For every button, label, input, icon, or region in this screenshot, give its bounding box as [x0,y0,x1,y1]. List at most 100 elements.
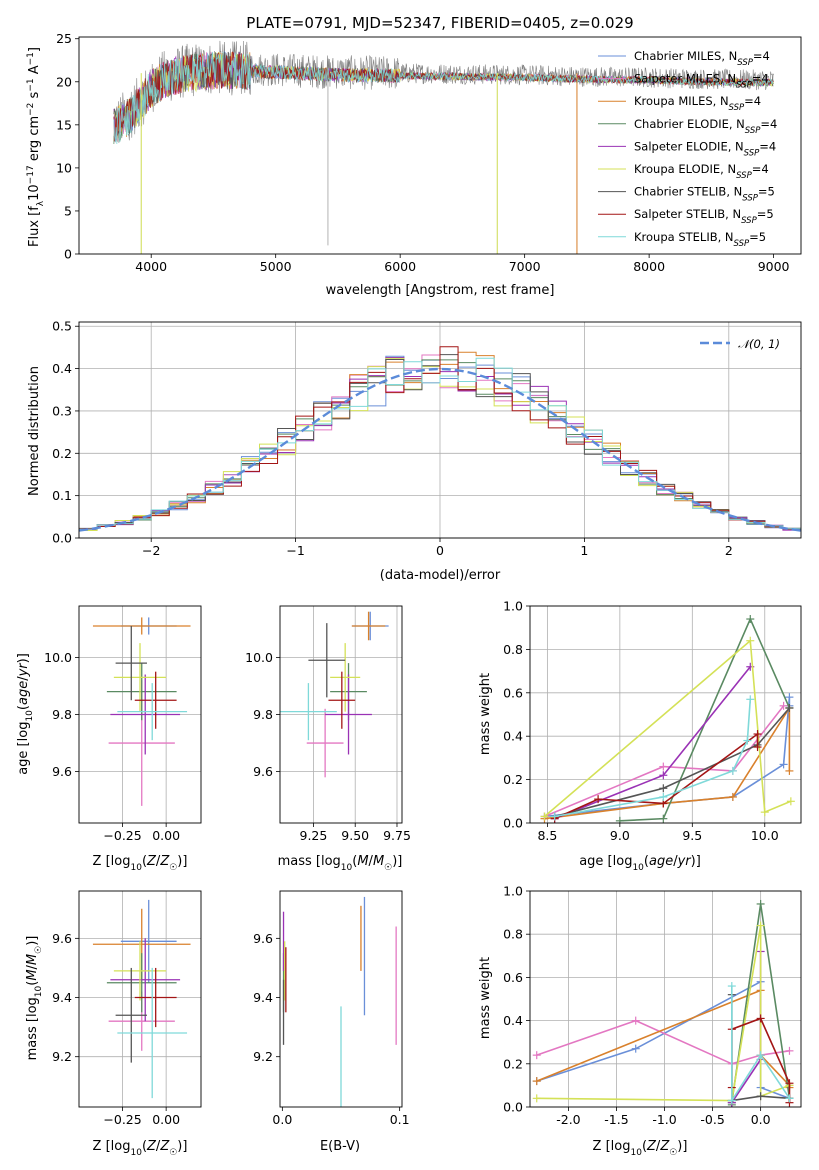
errorbar-point [113,643,167,712]
plot-content [282,896,397,1107]
errorbar-point [134,671,177,729]
x-tick-label: −1 [286,543,304,558]
x-tick-label: 8000 [633,259,665,274]
errorbar-point [308,623,346,698]
x-tick-label: -0.5 [700,1112,724,1127]
y-tick-label: 0 [64,247,72,262]
errorbar-point [328,671,356,729]
mass-weight-series [532,986,794,1092]
mwage-ylabel: mass weight [478,673,493,755]
x-tick-label: −0.25 [103,828,141,843]
y-tick-label: 0.2 [503,1056,523,1071]
age-vs-metallicity-panel: −0.25 0.00 9.6 9.8 10.0 [44,605,202,843]
legend-label: Chabrier ELODIE, NSSP=4 [634,117,777,136]
axis-ticks: −2 −1 0 1 2 0.0 0.1 0.2 0.3 0.4 0.5 [52,319,733,558]
y-tick-label: 20 [56,74,72,89]
agez-ylabel: age [log10(age/yr)] [16,653,35,775]
mass-weight-series [540,703,794,823]
mass-weight-series [727,982,794,1105]
mass-weight-series [540,636,795,821]
mass-weight-line [619,617,791,822]
mass-weight-series [532,977,794,1103]
y-tick-label: 0.0 [52,531,72,546]
x-tick-label: 0.1 [390,1112,410,1127]
mass-weight-line [554,666,751,820]
axis-ticks: 0.0 0.1 9.2 9.4 9.6 [253,931,409,1127]
y-tick-label: 0.2 [503,772,523,787]
axis-ticks: 9.25 9.50 9.75 9.6 9.8 10.0 [245,650,411,843]
x-tick-label: 4000 [135,259,167,274]
x-tick-label: 9000 [758,259,790,274]
spectrum-ylabel: Flux [fλ10−17 erg cm−2 s−1 A−1] [26,47,46,247]
x-tick-label: -1.0 [652,1112,676,1127]
x-tick-label: 8.5 [537,828,557,843]
y-tick-label: 0.4 [503,1013,523,1028]
x-tick-label: −0.25 [103,1112,141,1127]
mass-weight-series [550,695,755,821]
mass-weight-line [544,697,791,818]
histogram-legend: 𝒩(0, 1) [700,337,780,351]
y-tick-label: 9.8 [52,707,72,722]
x-tick-label: 1 [580,543,588,558]
legend-label: Salpeter ELODIE, NSSP=4 [634,139,776,158]
errorbar-point [106,663,177,721]
errorbar-point [134,967,177,1028]
massz-xlabel: Z [log10(Z/Z☉)] [93,1139,188,1158]
y-tick-label: 10.0 [44,650,72,665]
plot-content [79,346,801,532]
y-tick-label: 0.0 [503,816,523,831]
axis-ticks: 8.5 9.0 9.5 10.0 0.0 0.2 0.4 0.6 0.8 1.0 [503,599,779,844]
mass-weight-line [543,639,792,818]
y-tick-label: 0.8 [503,642,523,657]
y-tick-label: 1.0 [503,884,523,899]
massweight-vs-metallicity-panel: -2.0 -1.5 -1.0 -0.5 0.0 0.0 0.2 0.4 0.6 0.8 1.0 [503,884,802,1128]
y-tick-label: 9.6 [52,931,72,946]
y-tick-label: 5 [64,203,72,218]
x-tick-label: 0 [436,543,444,558]
axis-ticks: -2.0 -1.5 -1.0 -0.5 0.0 0.0 0.2 0.4 0.6 0.8 1.0 [503,884,771,1128]
x-tick-label: 9.5 [682,828,702,843]
x-tick-label: 0.00 [152,828,180,843]
y-tick-label: 0.6 [503,970,523,985]
residual-histogram-step [79,357,801,530]
axes-frame [279,605,403,824]
errorbar-point [115,625,147,701]
x-tick-label: 2 [725,543,733,558]
x-tick-label: 7000 [509,259,541,274]
grid-lines [530,605,801,824]
errorbar-point [113,941,167,1001]
agez-xlabel: Z [log10(Z/Z☉)] [93,854,188,873]
errorbar-point [117,967,188,1099]
errorbar-point [115,967,147,1063]
x-tick-label: 0.00 [152,1112,180,1127]
axes-frame [78,890,202,1108]
y-tick-label: 9.6 [253,764,273,779]
mass-weight-line [536,980,790,1100]
x-tick-label: 6000 [384,259,416,274]
errorbar-point [351,611,386,641]
y-tick-label: 9.4 [253,990,273,1005]
plot-content [92,617,191,806]
axes-frame [78,321,802,539]
y-tick-label: 0.4 [52,361,72,376]
y-tick-label: 9.4 [52,990,72,1005]
histogram-ylabel: Normed distribution [27,366,42,496]
y-tick-label: 25 [56,31,72,46]
y-tick-label: 0.4 [503,729,523,744]
mass-weight-line [536,1019,790,1065]
plot-content [113,40,774,254]
y-tick-label: 0.1 [52,488,72,503]
mass-weight-line [554,707,791,818]
gaussian-reference-curve [79,367,801,532]
massweight-vs-age-panel: 8.5 9.0 9.5 10.0 0.0 0.2 0.4 0.6 0.8 1.0 [503,599,802,844]
plot-content [92,899,191,1099]
y-tick-label: 9.2 [253,1049,273,1064]
axes-frame [78,605,202,824]
errorbar-point [280,683,337,741]
x-tick-label: 5000 [260,259,292,274]
axes-frame [279,890,403,1108]
mass-weight-series [532,1016,794,1068]
mwage-xlabel: age [log10(age/yr)] [579,854,701,873]
model-spectrum-line [113,51,774,145]
